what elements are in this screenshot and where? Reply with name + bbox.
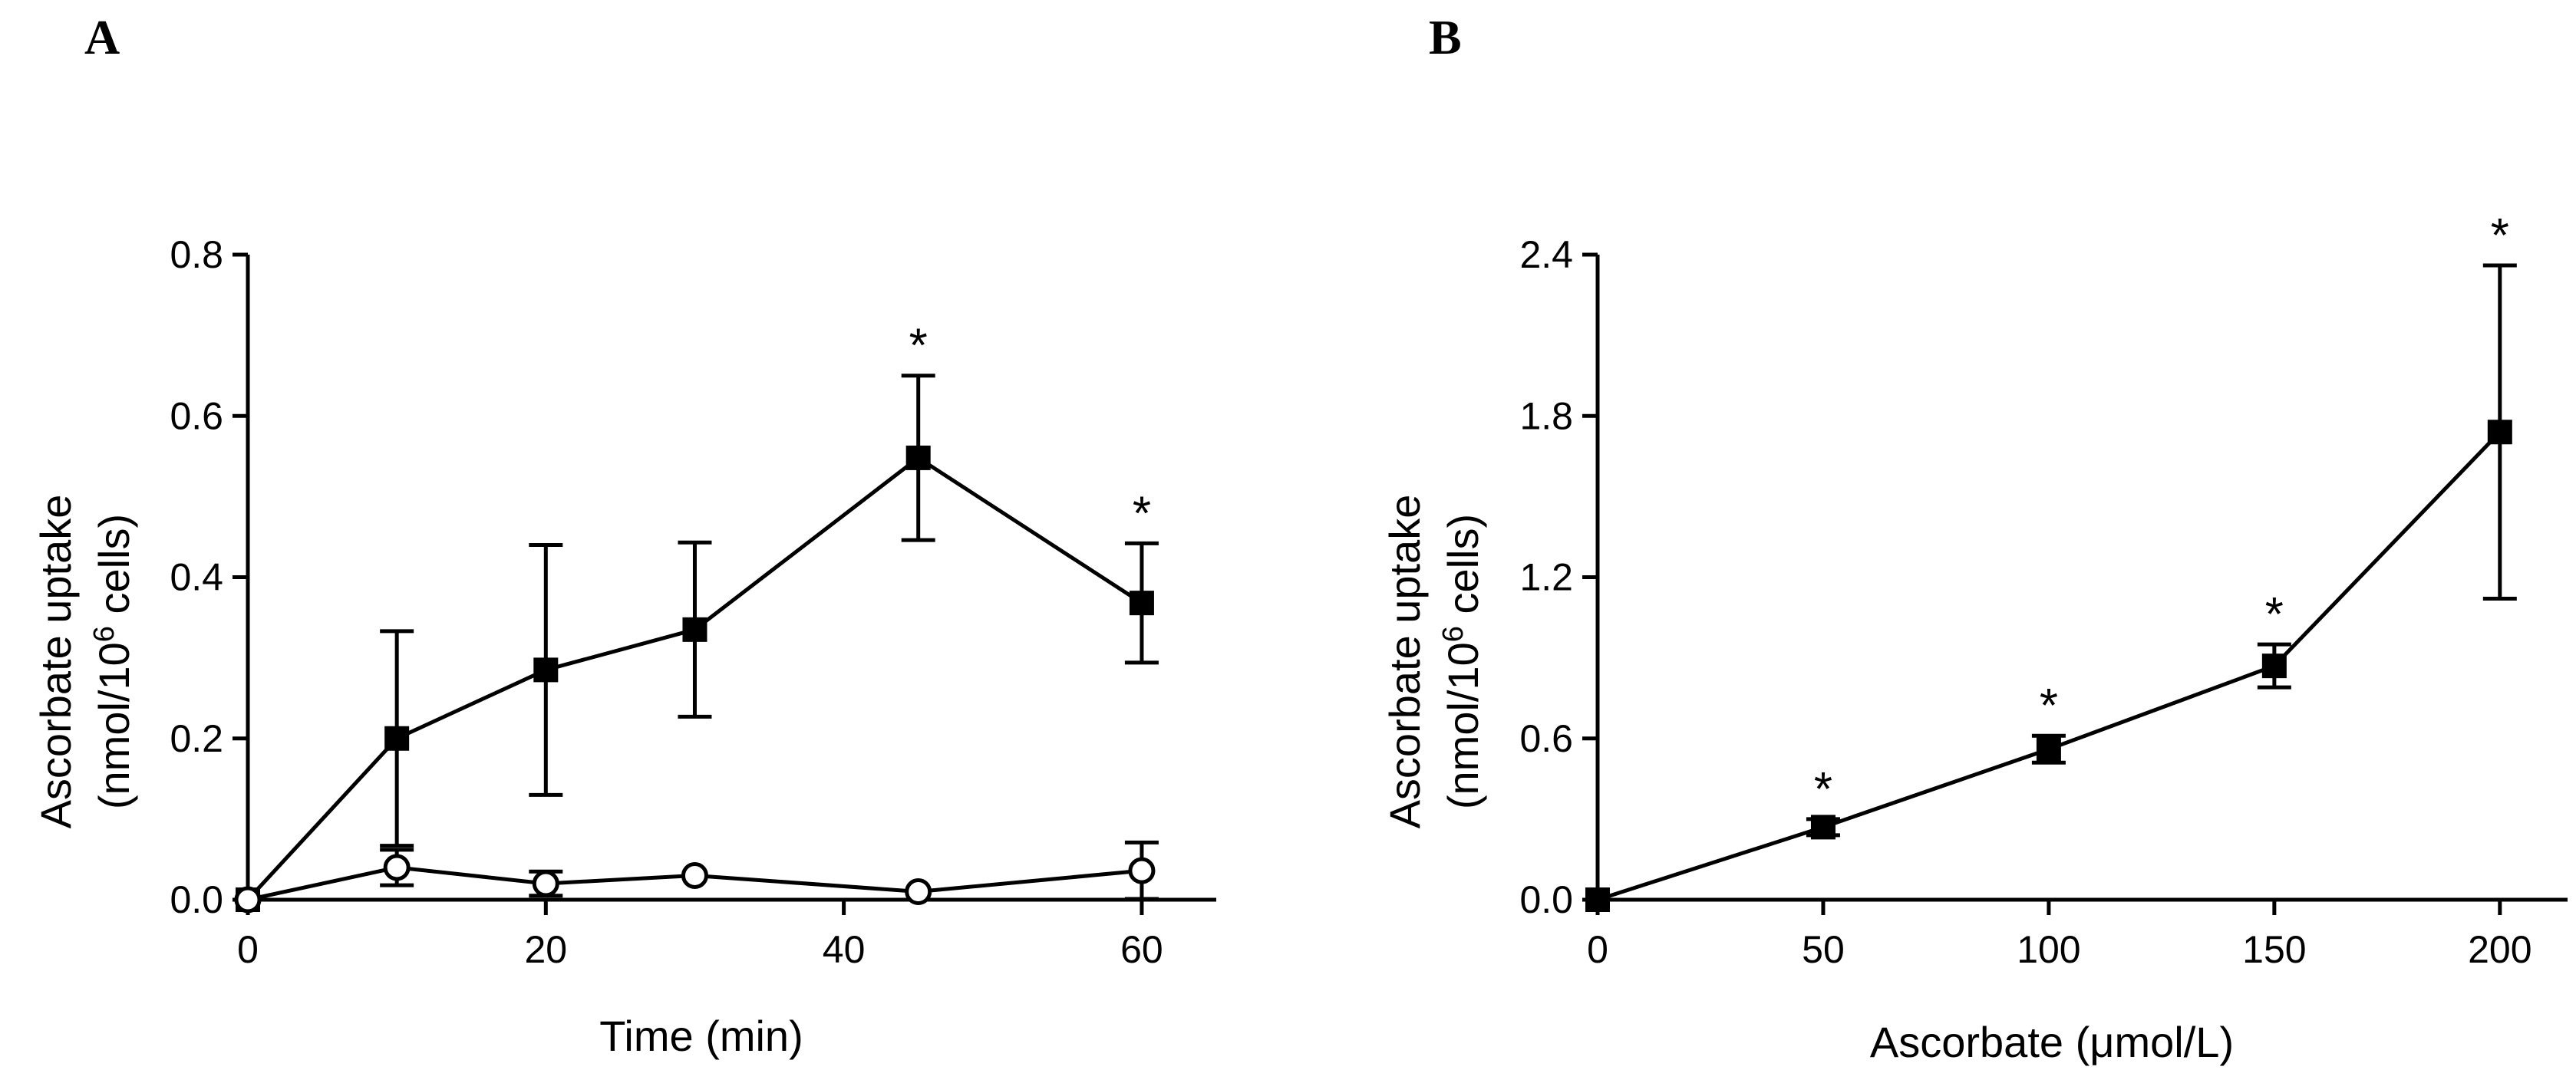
- y-tick-label: 0.6: [170, 394, 223, 437]
- y-axis-units-superscript: 6: [88, 626, 120, 642]
- data-point-circle: [681, 861, 708, 889]
- y-tick-label: 0.8: [170, 233, 223, 276]
- y-axis-title: Ascorbate uptake: [1380, 495, 1429, 829]
- panel-label-a: A: [84, 10, 120, 64]
- data-point-circle: [383, 854, 411, 881]
- series-line: [246, 455, 1143, 901]
- significance-asterisk: *: [2265, 588, 2284, 641]
- x-tick-label: 200: [2468, 928, 2531, 971]
- y-tick-label: 1.8: [1519, 394, 1573, 437]
- x-axis-title: Time (min): [599, 1012, 803, 1060]
- y-axis-title-units: (nmol/106 cells): [88, 514, 138, 809]
- data-point-square: [1585, 887, 1610, 912]
- panel-label-b: B: [1429, 10, 1462, 64]
- data-point-circle: [905, 877, 932, 905]
- y-tick-label: 1.2: [1519, 556, 1573, 599]
- y-tick-label: 2.4: [1519, 233, 1573, 276]
- data-point-square: [384, 726, 410, 751]
- y-tick-label: 0.2: [170, 717, 223, 760]
- y-tick-label: 0.6: [1519, 717, 1573, 760]
- y-tick-label: 0.0: [1519, 878, 1573, 921]
- x-tick-label: 40: [823, 928, 866, 971]
- x-tick-label: 100: [2017, 928, 2080, 971]
- data-point-circle: [532, 870, 559, 897]
- x-tick-label: 60: [1120, 928, 1163, 971]
- data-point-square: [905, 445, 931, 470]
- y-axis-units-superscript: 6: [1437, 626, 1469, 642]
- data-point-square: [682, 617, 707, 642]
- y-tick-label: 0.0: [170, 878, 223, 921]
- data-point-circle: [1128, 857, 1156, 884]
- y-axis-title: Ascorbate uptake: [31, 495, 80, 829]
- significance-asterisk: *: [1133, 487, 1151, 540]
- significance-asterisk: *: [2491, 209, 2509, 262]
- data-point-square: [1810, 815, 1836, 840]
- data-point-square: [2261, 654, 2287, 679]
- chart-b: 0.0 0.6 1.2 1.8 2.4 0 50 100 150 200 Ascorbate (μm…: [1380, 209, 2568, 1066]
- y-axis-units-suffix: cells): [1439, 514, 1487, 626]
- data-point-square: [2036, 736, 2061, 762]
- significance-asterisk: *: [2040, 680, 2058, 733]
- data-point-square: [2487, 420, 2512, 445]
- x-tick-label: 20: [524, 928, 567, 971]
- x-tick-label: 150: [2242, 928, 2306, 971]
- y-tick-label: 0.4: [170, 556, 223, 599]
- y-axis-units-prefix: (nmol/10: [1439, 642, 1487, 809]
- x-axis-title: Ascorbate (μmol/L): [1870, 1018, 2234, 1066]
- y-axis-units-suffix: cells): [90, 514, 138, 626]
- y-axis-title-units: (nmol/106 cells): [1437, 514, 1487, 809]
- data-point-square: [1129, 591, 1154, 616]
- significance-asterisk: *: [1814, 763, 1832, 816]
- y-axis-units-prefix: (nmol/10: [90, 642, 138, 809]
- x-tick-label: 50: [1802, 928, 1845, 971]
- series-line: [1597, 430, 2502, 902]
- x-tick-label: 0: [237, 928, 259, 971]
- significance-asterisk: *: [909, 320, 928, 373]
- series-line: [247, 865, 1143, 902]
- data-point-circle: [234, 886, 262, 914]
- x-tick-label: 0: [1587, 928, 1608, 971]
- chart-a: 0.0 0.2 0.4 0.6 0.8 0 20 40 60 Time (min) Ascorbat…: [31, 233, 1216, 1060]
- data-point-square: [533, 657, 559, 683]
